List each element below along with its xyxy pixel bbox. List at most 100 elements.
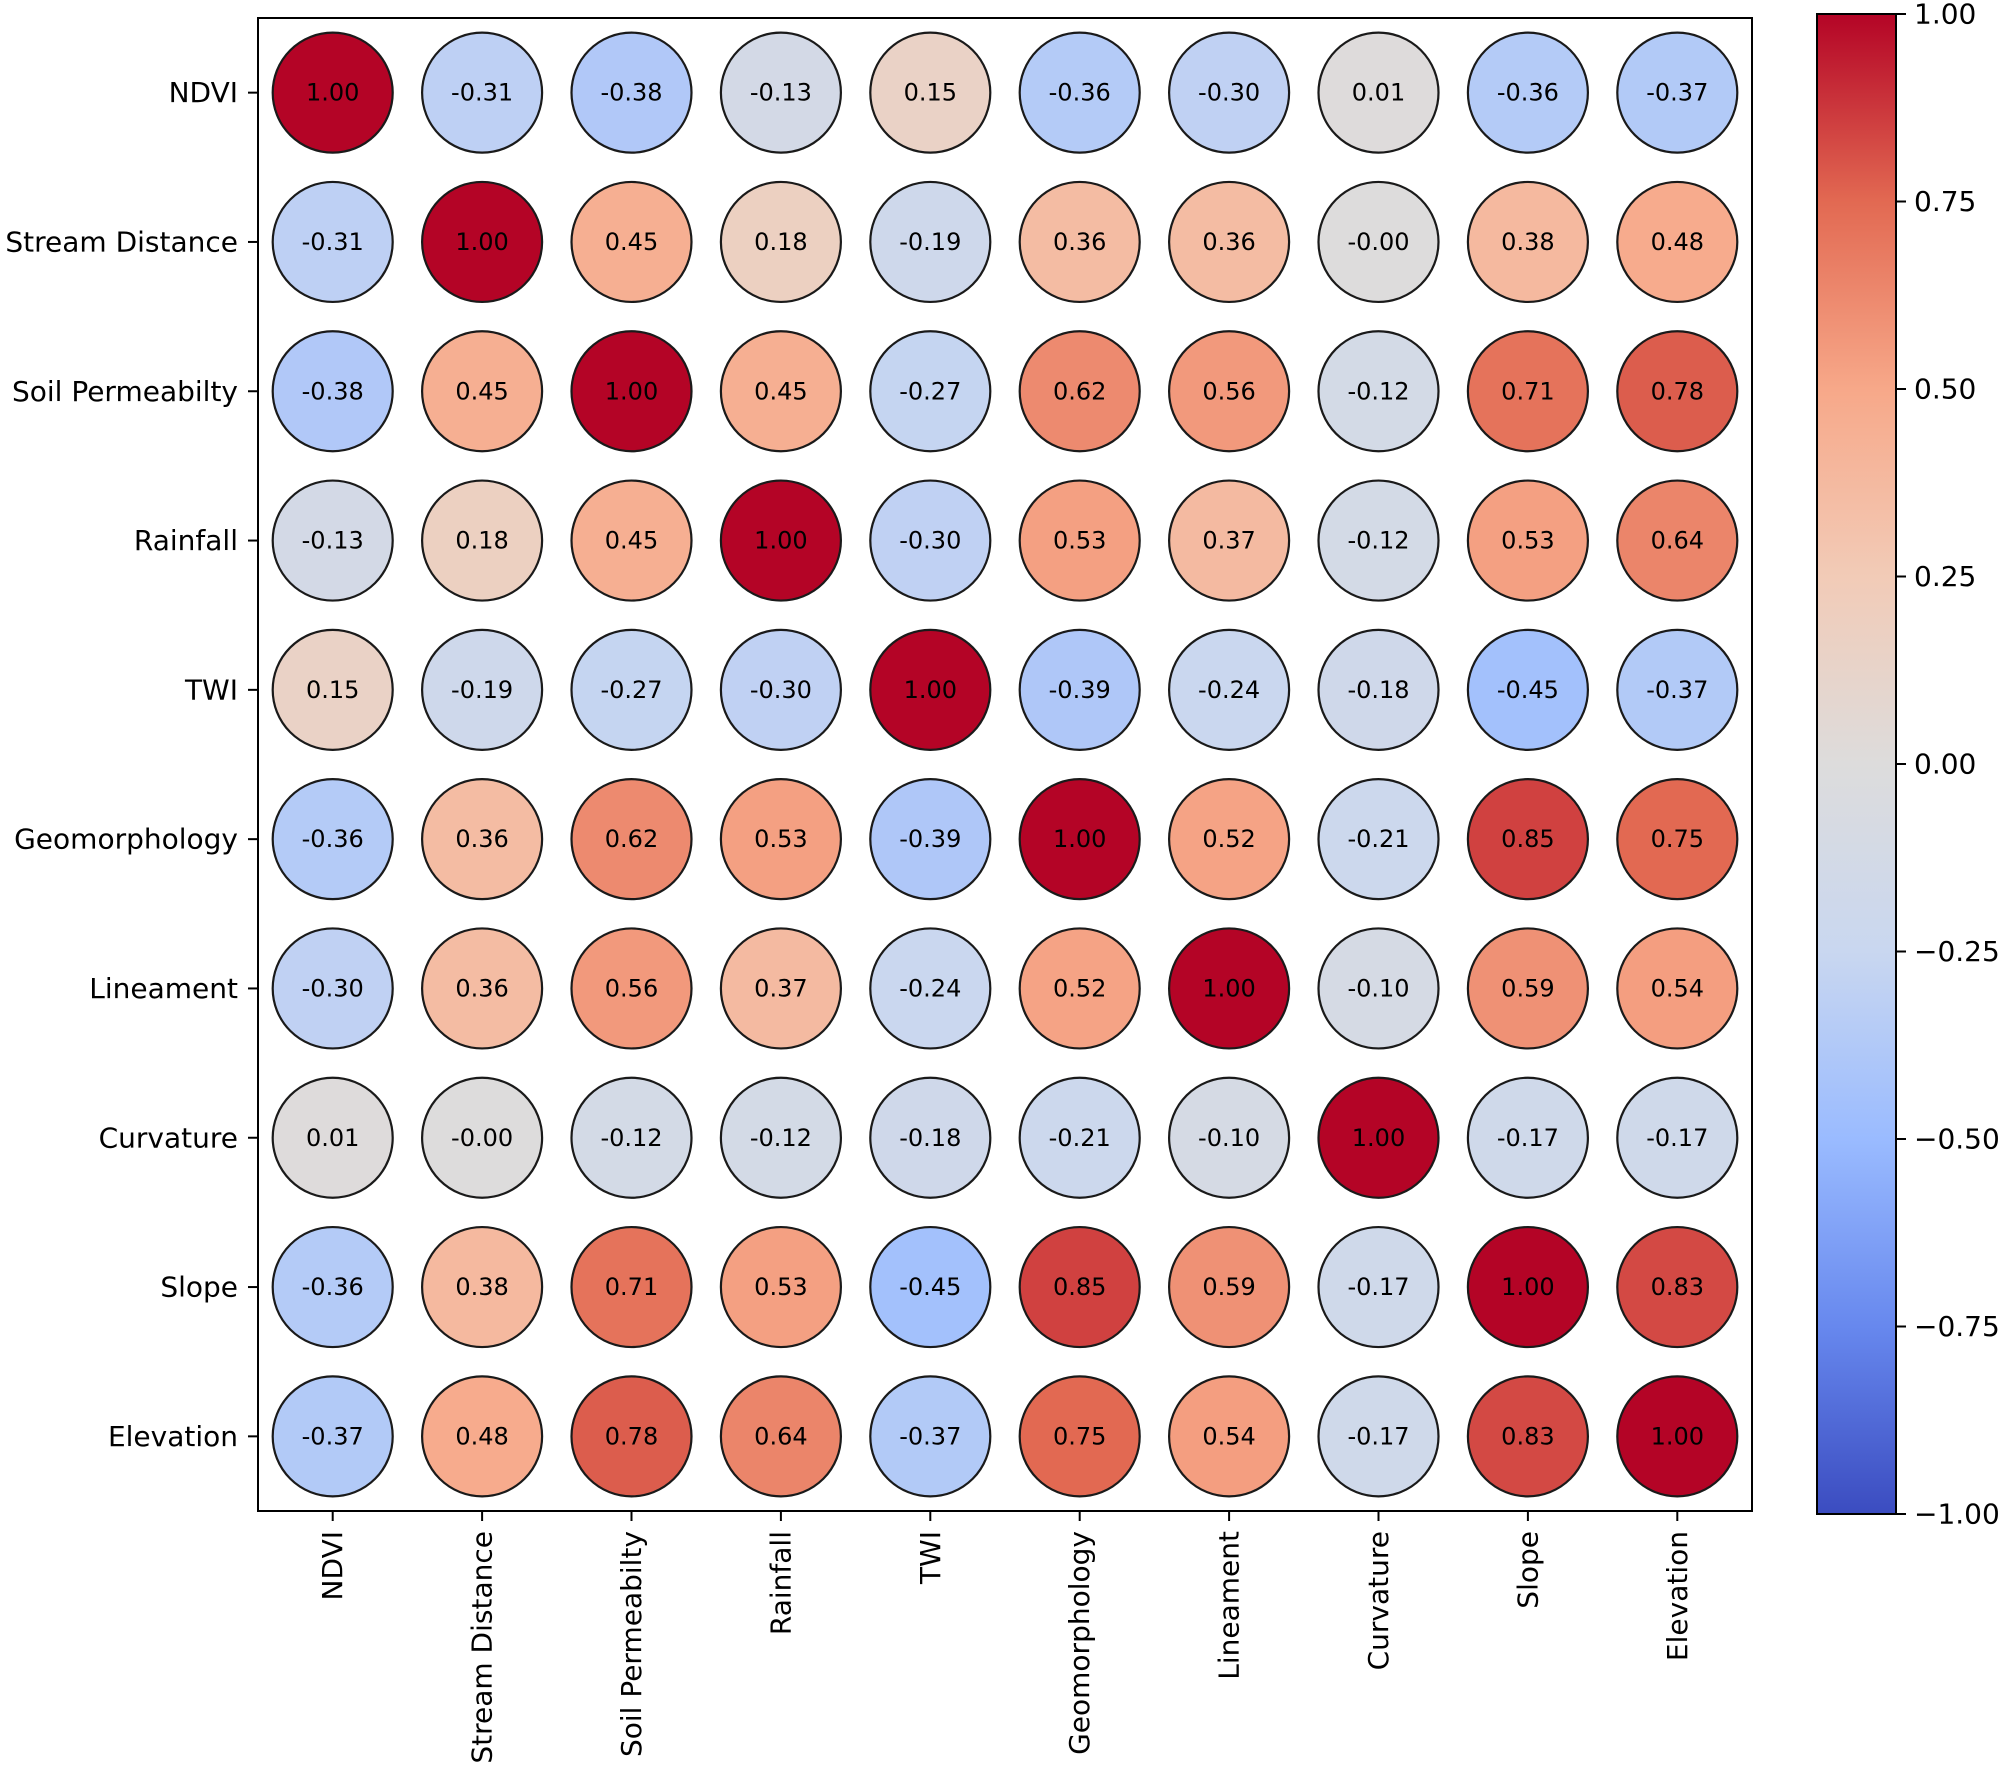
corr-circle-4-9: [1616, 628, 1739, 751]
plot-area: 1.00 -0.31 -0.38 -0.13 0.15 -0.36 -0.30 0.01 -0.…: [5, 17, 1753, 1764]
colorbar-tick-label: −0.50: [1914, 1123, 2000, 1156]
corr-value-label: 0.64: [754, 1422, 807, 1450]
corr-circle-5-4: [869, 778, 992, 901]
corr-circle-0-3: [719, 31, 843, 154]
corr-circle-1-3: [719, 180, 843, 304]
corr-circle-3-5: [1018, 479, 1141, 602]
corr-circle-0-4: [869, 31, 992, 154]
corr-circle-6-4: [869, 927, 992, 1050]
corr-circle-7-4: [869, 1076, 992, 1199]
corr-value-label: 0.54: [1202, 1422, 1255, 1450]
colorbar-tick-label: 1.00: [1914, 0, 1976, 31]
corr-circle-3-0: [271, 479, 394, 602]
x-tick-label: Slope: [1511, 1531, 1544, 1609]
corr-value-label: -0.24: [1198, 676, 1260, 704]
corr-value-label: 0.37: [754, 974, 807, 1002]
corr-value-label: -0.21: [1347, 825, 1409, 853]
corr-circle-4-5: [1018, 628, 1141, 751]
corr-value-label: -0.12: [750, 1124, 812, 1152]
colorbar-tick-label: −0.25: [1914, 935, 2000, 968]
corr-circle-6-9: [1616, 927, 1739, 1050]
corr-value-label: -0.00: [451, 1124, 513, 1152]
corr-circle-8-6: [1167, 1225, 1291, 1349]
corr-circle-1-6: [1167, 180, 1291, 304]
corr-value-label: 0.48: [1651, 228, 1704, 256]
corr-value-label: 0.52: [1202, 825, 1255, 853]
corr-circle-3-1: [421, 479, 544, 602]
y-tick-label: TWI: [184, 673, 238, 706]
corr-value-label: -0.10: [1198, 1124, 1260, 1152]
corr-value-label: 1.00: [1352, 1124, 1405, 1152]
y-tick-label: Rainfall: [134, 524, 238, 557]
corr-value-label: 0.85: [1053, 1273, 1106, 1301]
corr-circle-7-7: [1317, 1076, 1440, 1199]
corr-circle-3-4: [869, 479, 992, 602]
corr-value-label: -0.00: [1347, 228, 1409, 256]
corr-value-label: -0.31: [302, 228, 364, 256]
corr-value-label: -0.31: [451, 79, 513, 107]
corr-value-label: -0.38: [302, 377, 364, 405]
corr-value-label: -0.36: [302, 825, 364, 853]
corr-circle-6-6: [1167, 927, 1291, 1050]
corr-value-label: 0.64: [1651, 527, 1704, 555]
colorbar-tick-label: 0.25: [1914, 560, 1976, 593]
corr-value-label: 0.45: [605, 228, 658, 256]
corr-value-label: 0.38: [1501, 228, 1554, 256]
y-tick-label: Lineament: [89, 972, 238, 1005]
corr-circle-5-3: [719, 778, 843, 901]
corr-value-label: -0.38: [600, 79, 662, 107]
corr-circle-8-9: [1616, 1225, 1739, 1349]
x-tick-label: Elevation: [1661, 1531, 1694, 1661]
colorbar-tick-label: 0.00: [1914, 748, 1976, 781]
corr-value-label: 1.00: [754, 527, 807, 555]
corr-value-label: 0.62: [1053, 377, 1106, 405]
corr-circle-7-1: [421, 1076, 544, 1199]
corr-circle-0-6: [1167, 31, 1291, 154]
y-tick-label: Slope: [160, 1271, 238, 1304]
corr-value-label: -0.36: [1049, 79, 1111, 107]
corr-value-label: -0.30: [750, 676, 812, 704]
corr-circle-8-4: [869, 1225, 992, 1349]
corr-circle-1-8: [1466, 180, 1590, 304]
colorbar-gradient: [1816, 13, 1897, 1515]
corr-value-label: 0.38: [455, 1273, 508, 1301]
corr-circle-1-1: [421, 180, 544, 304]
corr-circle-8-0: [271, 1225, 394, 1349]
corr-value-label: 0.71: [605, 1273, 658, 1301]
corr-circle-8-5: [1018, 1225, 1141, 1349]
corr-circle-7-8: [1466, 1076, 1590, 1199]
corr-value-label: 0.01: [306, 1124, 359, 1152]
corr-circle-1-4: [869, 180, 992, 304]
corr-circle-8-1: [421, 1225, 544, 1349]
corr-circle-4-2: [570, 628, 693, 751]
corr-circle-4-0: [271, 628, 394, 751]
corr-circle-2-8: [1466, 330, 1590, 453]
corr-circle-6-3: [719, 927, 843, 1050]
corr-value-label: -0.10: [1347, 974, 1409, 1002]
corr-value-label: -0.17: [1646, 1124, 1708, 1152]
corr-circle-6-8: [1466, 927, 1590, 1050]
corr-value-label: 0.59: [1202, 1273, 1255, 1301]
corr-circle-3-3: [719, 479, 843, 602]
corr-circle-6-7: [1317, 927, 1440, 1050]
corr-circle-4-4: [869, 628, 992, 751]
corr-value-label: 0.48: [455, 1422, 508, 1450]
x-tick-label: TWI: [914, 1531, 947, 1585]
corr-circle-2-7: [1317, 330, 1440, 453]
corr-circle-9-1: [421, 1375, 544, 1498]
corr-circle-8-3: [719, 1225, 843, 1349]
x-tick-label: Lineament: [1213, 1531, 1246, 1680]
corr-circle-7-0: [271, 1076, 394, 1199]
corr-value-label: 0.53: [1501, 527, 1554, 555]
corr-circle-1-7: [1317, 180, 1440, 304]
colorbar-tick-label: −1.00: [1914, 1498, 2000, 1531]
corr-value-label: 1.00: [1651, 1422, 1704, 1450]
corr-value-label: -0.30: [899, 527, 961, 555]
corr-value-label: -0.18: [899, 1124, 961, 1152]
corr-value-label: 0.56: [1202, 377, 1255, 405]
corr-value-label: -0.21: [1049, 1124, 1111, 1152]
corr-value-label: 0.52: [1053, 974, 1106, 1002]
corr-value-label: 0.53: [754, 1273, 807, 1301]
corr-circle-2-1: [421, 330, 544, 453]
